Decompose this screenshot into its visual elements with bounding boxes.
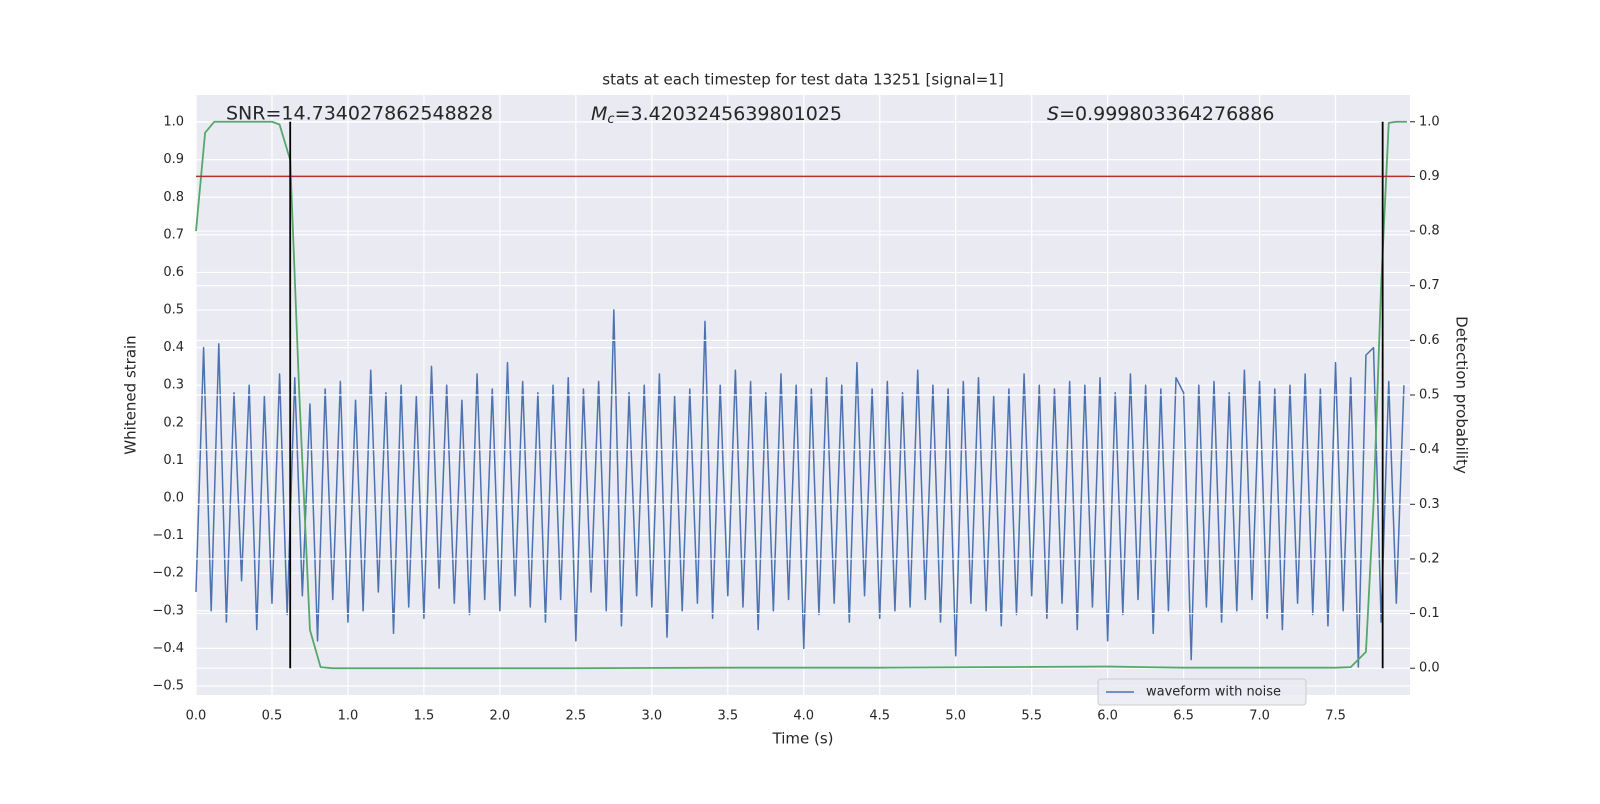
y-tick-label: −0.2 [152, 566, 184, 581]
y-tick-label: 0.6 [163, 265, 184, 280]
y-tick-label: 0.7 [163, 227, 184, 242]
x-tick-label: 0.5 [262, 709, 283, 724]
y2-tick-label: 0.5 [1419, 388, 1440, 403]
y2-tick-label: 0.8 [1419, 224, 1440, 239]
y-tick-label: 1.0 [163, 115, 184, 130]
x-tick-label: 5.0 [945, 709, 966, 724]
y-tick-label: −0.4 [152, 641, 184, 656]
x-tick-label: 0.0 [186, 709, 207, 724]
y-tick-label: −0.5 [152, 678, 184, 693]
y-tick-label: −0.3 [152, 603, 184, 618]
y2-tick-label: 0.2 [1419, 551, 1440, 566]
waveform-line [195, 309, 1405, 668]
y-tick-label: −0.1 [152, 528, 184, 543]
mc-subscript: c [607, 112, 614, 127]
x-tick-label: 2.0 [490, 709, 511, 724]
legend-box [1097, 678, 1307, 706]
y2-tick-label: 0.1 [1419, 606, 1440, 621]
y-tick-label: 0.2 [163, 415, 184, 430]
x-tick-label: 2.5 [566, 709, 587, 724]
y-tick-label: 0.8 [163, 190, 184, 205]
s-annotation: S=0.999803364276886 [1047, 103, 1274, 125]
y2-tick-label: 0.9 [1419, 169, 1440, 184]
x-axis-label: Time (s) [772, 730, 834, 748]
y2-tick-label: 1.0 [1419, 114, 1440, 129]
s-symbol: S [1047, 103, 1059, 125]
x-tick-label: 6.0 [1097, 709, 1118, 724]
s-value: =0.999803364276886 [1059, 103, 1274, 125]
y-tick-label: 0.1 [163, 453, 184, 468]
y2-tick-label: 0.6 [1419, 333, 1440, 348]
x-tick-label: 7.0 [1249, 709, 1270, 724]
x-tick-label: 1.5 [414, 709, 435, 724]
x-tick-label: 6.5 [1173, 709, 1194, 724]
x-tick-label: 1.0 [338, 709, 359, 724]
y-tick-label: 0.0 [163, 491, 184, 506]
front-layer [195, 120, 1410, 670]
x-tick-label: 5.5 [1021, 709, 1042, 724]
legend-label: waveform with noise [1146, 685, 1281, 700]
y-tick-label: 0.3 [163, 378, 184, 393]
mc-annotation: Mc=3.4203245639801025 [591, 103, 842, 127]
mc-value: =3.4203245639801025 [615, 103, 842, 125]
y-tick-label: 0.4 [163, 340, 184, 355]
chart-title: stats at each timestep for test data 132… [602, 71, 1003, 89]
x-tick-label: 7.5 [1325, 709, 1346, 724]
y-tick-label: 0.5 [163, 303, 184, 318]
y2-tick-label: 0.0 [1419, 661, 1440, 676]
x-tick-label: 3.5 [717, 709, 738, 724]
y-tick-label: 0.9 [163, 152, 184, 167]
x-tick-label: 4.5 [869, 709, 890, 724]
probability-line [195, 120, 1407, 670]
y2-axis-label: Detection probability [1453, 316, 1471, 474]
mc-symbol: M [591, 103, 607, 125]
y-axis-label: Whitened strain [122, 335, 140, 454]
x-tick-label: 4.0 [793, 709, 814, 724]
x-tick-label: 3.0 [641, 709, 662, 724]
y2-tick-label: 0.4 [1419, 442, 1440, 457]
y2-tick-label: 0.7 [1419, 278, 1440, 293]
snr-annotation: SNR=14.734027862548828 [226, 103, 493, 125]
y2-tick-label: 0.3 [1419, 497, 1440, 512]
